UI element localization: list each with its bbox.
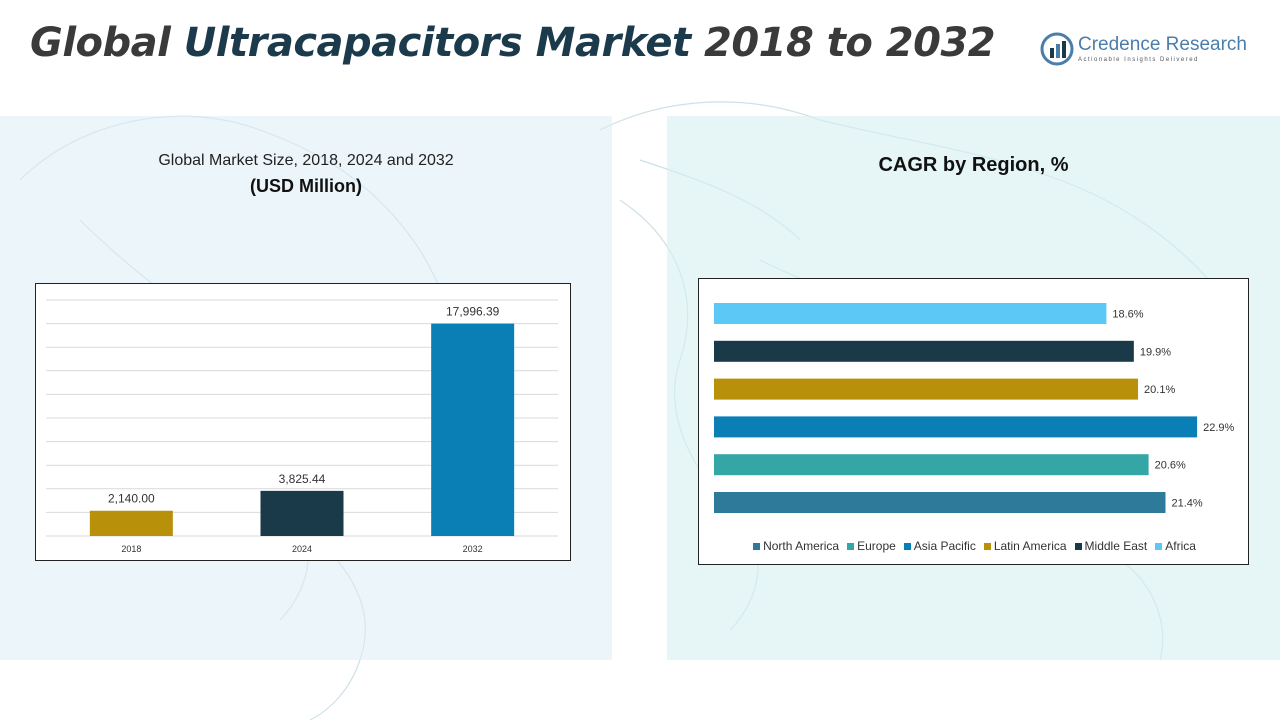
logo-name: Credence Research <box>1078 34 1247 55</box>
legend-swatch <box>1074 542 1082 550</box>
credence-research-logo: Credence Research Actionable Insights De… <box>1040 30 1260 70</box>
page-title: Global Ultracapacitors Market 2018 to 20… <box>30 20 996 66</box>
bar-value-label: 19.9% <box>1140 346 1171 358</box>
bar-2032 <box>431 323 515 536</box>
bar-middle-east <box>714 340 1134 362</box>
legend-label: Europe <box>857 539 896 553</box>
bar-value-label: 17,996.39 <box>446 305 500 319</box>
cagr-legend: North America Europe Asia Pacific Latin Ame… <box>699 539 1250 553</box>
legend-item: North America <box>753 539 839 553</box>
legend-label: Asia Pacific <box>913 539 976 553</box>
legend-label: Africa <box>1165 539 1196 553</box>
bar-value-label: 20.1% <box>1144 384 1175 396</box>
bar-north-america <box>714 492 1166 513</box>
cagr-bar-chart: 18.6% 19.9% 20.1% 22.9% 20.6% 21.4% <box>714 303 1235 513</box>
legend-swatch <box>983 542 991 550</box>
bar-value-label: 21.4% <box>1171 498 1202 510</box>
market-size-subtitle: (USD Million) <box>250 176 362 196</box>
legend-label: Middle East <box>1084 539 1148 553</box>
logo-mark-icon <box>1040 32 1074 66</box>
bar-africa <box>714 303 1107 324</box>
legend-item: Middle East <box>1074 539 1148 553</box>
bar-latin-america <box>714 378 1139 400</box>
legend-swatch <box>1155 542 1163 550</box>
cagr-title: CAGR by Region, % <box>878 154 1069 176</box>
bar-value-label: 18.6% <box>1112 309 1143 321</box>
bar-value-label: 3,825.44 <box>279 472 326 486</box>
bar-europe <box>714 454 1149 476</box>
legend-item: Latin America <box>983 539 1067 553</box>
legend-item: Europe <box>847 539 896 553</box>
bar-value-label: 2,140.00 <box>108 492 155 506</box>
legend-swatch <box>753 542 761 550</box>
bar-2018 <box>89 510 173 536</box>
bar-value-label: 22.9% <box>1203 422 1234 434</box>
market-size-bar-chart: 2,140.00 2018 3,825.44 2024 17,996.39 2032 <box>46 299 558 554</box>
legend-item: Africa <box>1155 539 1196 553</box>
market-size-title: Global Market Size, 2018, 2024 and 2032 <box>158 152 454 169</box>
bar-2024 <box>260 490 344 536</box>
bar-value-label: 20.6% <box>1155 460 1186 472</box>
legend-label: Latin America <box>993 539 1067 553</box>
x-tick-label: 2024 <box>292 544 312 554</box>
logo-tagline: Actionable Insights Delivered <box>1078 57 1199 63</box>
market-size-chart: 2,140.00 2018 3,825.44 2024 17,996.39 2032 <box>35 283 571 561</box>
x-tick-label: 2018 <box>121 544 141 554</box>
x-tick-label: 2032 <box>463 544 483 554</box>
cagr-chart: 18.6% 19.9% 20.1% 22.9% 20.6% 21.4% North Ame… <box>698 278 1249 565</box>
bar-asia-pacific <box>714 416 1198 438</box>
legend-label: North America <box>763 539 840 553</box>
legend-item: Asia Pacific <box>903 539 976 553</box>
legend-swatch <box>903 542 911 550</box>
legend-swatch <box>847 542 855 550</box>
